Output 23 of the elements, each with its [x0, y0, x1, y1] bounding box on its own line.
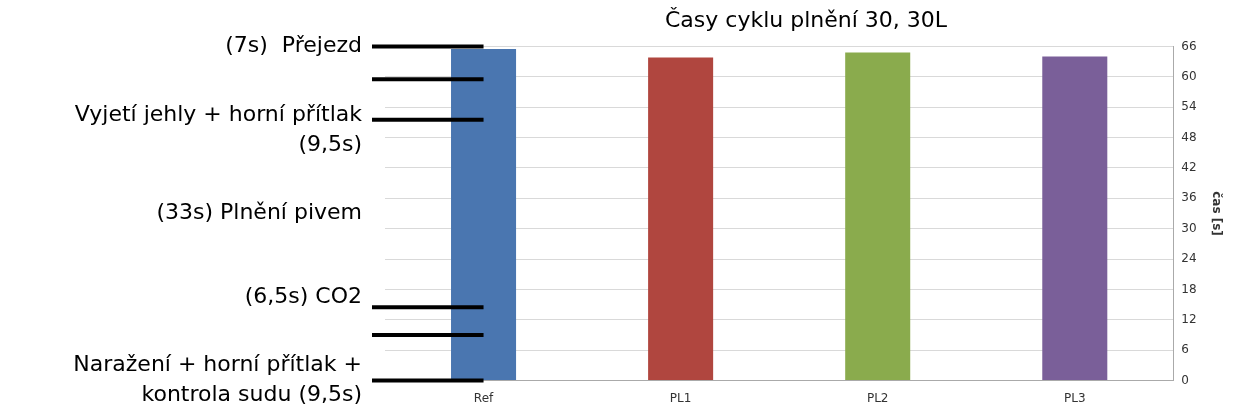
y-tick-label: 6 [1181, 342, 1189, 357]
y-tick-label: 42 [1181, 160, 1197, 175]
y-tick-label: 48 [1181, 129, 1197, 144]
y-tick-label: 30 [1181, 220, 1197, 235]
text: (6,5s) CO2 [244, 282, 362, 308]
y-tick-label: 54 [1181, 99, 1197, 114]
y-axis-title: čas [s] [1209, 191, 1224, 236]
y-tick-label: 0 [1181, 372, 1189, 387]
text: Naražení + horní přítlak + kontrola sudu (9,5s) [73, 351, 362, 407]
y-tick-label: 12 [1181, 311, 1197, 326]
y-tick-label: 18 [1181, 281, 1197, 296]
text: Vyjetí jehly + horní přítlak (9,5s) [74, 100, 363, 156]
x-tick-label: Ref [473, 390, 495, 405]
x-tick-label: PL1 [669, 390, 692, 405]
y-tick-label: 36 [1181, 190, 1197, 205]
x-tick-label: PL2 [866, 390, 889, 405]
y-tick-label: 60 [1181, 68, 1197, 83]
text: (33s) Plnění pivem [156, 199, 362, 225]
y-tick-label: 24 [1181, 251, 1197, 266]
text: (7s) Přejezd [225, 32, 362, 58]
x-tick-label: PL3 [1064, 390, 1086, 405]
chart-title: Časy cyklu plnění 30, 30L [664, 6, 948, 32]
y-tick-label: 66 [1181, 38, 1197, 53]
